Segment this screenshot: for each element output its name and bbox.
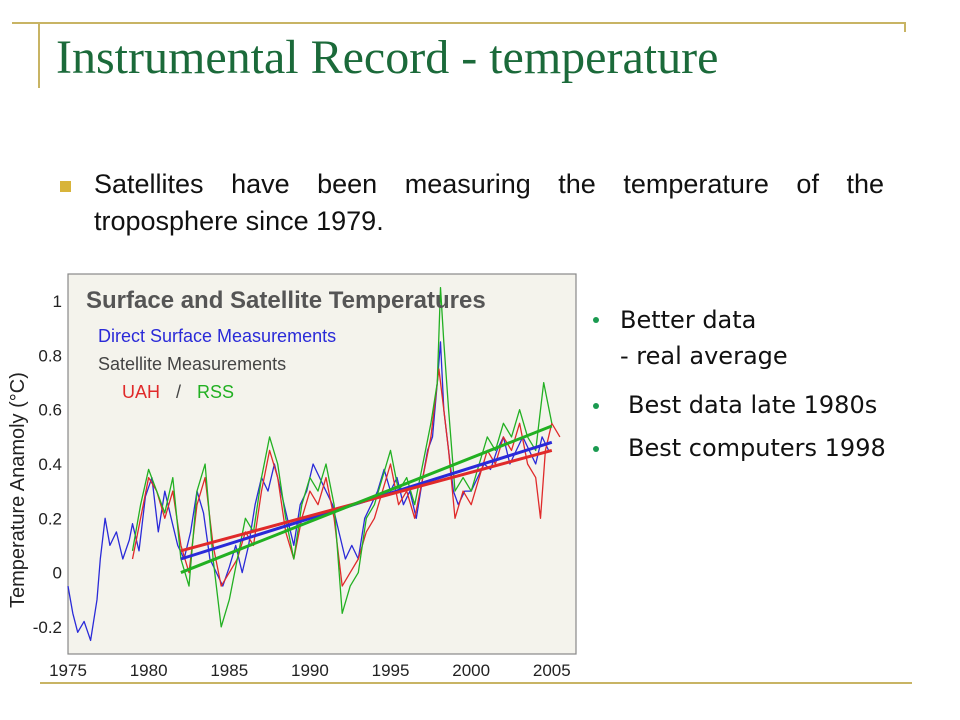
y-tick-label: 0.4 xyxy=(38,455,62,474)
legend-satellite: Satellite Measurements xyxy=(98,354,286,374)
right-rule xyxy=(904,22,906,32)
left-rule xyxy=(38,22,40,88)
side-bullet-dot-icon xyxy=(593,446,599,452)
y-axis-label: Temperature Anamoly (°C) xyxy=(7,372,29,608)
bottom-rule xyxy=(40,682,912,684)
side-point-better-data: Better data xyxy=(620,306,757,334)
plot-lines xyxy=(67,286,561,642)
y-tick-label: 1 xyxy=(53,292,62,311)
y-tick-label: 0 xyxy=(53,564,62,583)
legend-separator: / xyxy=(176,382,181,402)
plot-background xyxy=(67,273,577,655)
x-tick-label: 1995 xyxy=(372,661,410,680)
legend-rss: RSS xyxy=(197,382,234,402)
trend-line-rss xyxy=(180,424,553,574)
side-point-best-data: Best data late 1980s xyxy=(628,391,878,419)
x-tick-label: 2005 xyxy=(533,661,571,680)
side-bullet-dot-icon xyxy=(593,403,599,409)
x-tick-label: 1985 xyxy=(210,661,248,680)
chart-title: Surface and Satellite Temperatures xyxy=(86,287,486,314)
y-tick-label: -0.2 xyxy=(33,618,62,637)
top-rule xyxy=(12,22,904,24)
side-point-real-average: - real average xyxy=(620,342,788,370)
y-tick-label: 0.2 xyxy=(38,509,62,528)
x-tick-label: 2000 xyxy=(452,661,490,680)
bullet-square-icon xyxy=(60,181,71,192)
legend-uah: UAH xyxy=(122,382,160,402)
x-tick-label: 1980 xyxy=(130,661,168,680)
legend-direct: Direct Surface Measurements xyxy=(98,326,336,346)
axis-ticks: -0.2 0 0.2 0.4 0.6 0.8 1 1975 1980 1985 1990 1995 20… xyxy=(33,292,571,680)
y-tick-label: 0.6 xyxy=(38,401,62,420)
main-bullet-text: Satellites have been measuring the tempe… xyxy=(94,169,884,236)
x-tick-label: 1975 xyxy=(49,661,87,680)
y-tick-label: 0.8 xyxy=(38,346,62,365)
slide-title: Instrumental Record - temperature xyxy=(56,31,719,84)
side-point-best-computers: Best computers 1998 xyxy=(628,434,886,462)
side-bullet-dot-icon xyxy=(593,317,599,323)
x-tick-label: 1990 xyxy=(291,661,329,680)
temperature-chart: -0.2 0 0.2 0.4 0.6 0.8 1 1975 1980 1985 1990 1995 20… xyxy=(7,273,577,680)
